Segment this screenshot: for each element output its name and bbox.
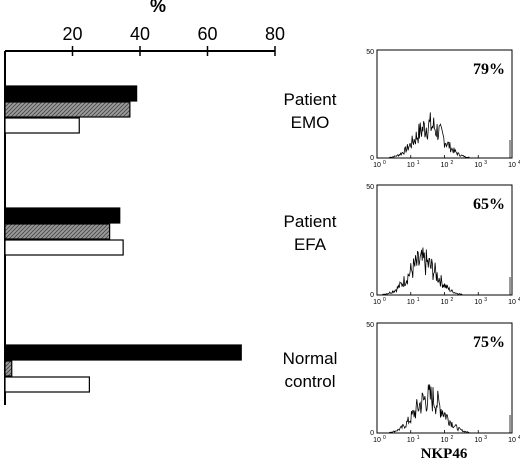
bar [4, 376, 90, 393]
bar [4, 207, 121, 224]
histogram-x-tick-label: 10 [407, 162, 415, 169]
histogram-y-tick-label: 50 [366, 184, 374, 191]
histogram-x-tick-label: 10 [508, 162, 516, 169]
histogram-x-tick-exponent: 2 [451, 297, 454, 303]
histogram-percent-label: 79% [473, 61, 505, 78]
group-label-line2: EFA [294, 235, 327, 254]
x-axis-label: % [150, 0, 166, 16]
bar [4, 344, 242, 361]
histogram-x-tick-exponent: 4 [518, 160, 520, 166]
histogram-percent-label: 75% [473, 334, 505, 351]
histogram-trace [377, 112, 512, 159]
histogram-x-tick-exponent: 1 [417, 435, 420, 441]
histogram-x-tick-exponent: 0 [383, 297, 386, 303]
bar [4, 101, 131, 118]
histogram-x-tick-exponent: 2 [451, 160, 454, 166]
x-tick-marks [71, 46, 276, 56]
histogram-x-tick-exponent: 4 [518, 435, 520, 441]
histogram-x-tick-label: 10 [441, 437, 449, 444]
bar-chart: % 20 40 60 80 Patient EMO Patient EFA Normal con… [4, 0, 338, 405]
group-label-line1: Normal [283, 349, 338, 368]
x-tick-label: 40 [130, 24, 150, 44]
x-tick-labels: 20 40 60 80 [62, 24, 285, 44]
histogram-x-tick-exponent: 3 [484, 160, 487, 166]
bar [4, 117, 80, 134]
x-tick-label: 60 [197, 24, 217, 44]
histogram-x-tick-exponent: 2 [451, 435, 454, 441]
histogram-x-tick-label: 10 [508, 299, 516, 306]
histogram-x-tick-label: 10 [474, 162, 482, 169]
bar [4, 223, 111, 240]
histogram-trace [377, 247, 512, 296]
histogram-x-tick-exponent: 3 [484, 435, 487, 441]
histogram-x-tick-label: 10 [474, 299, 482, 306]
histogram-trace [377, 384, 512, 434]
bars [4, 85, 242, 393]
histogram-x-tick-label: 10 [373, 299, 381, 306]
histogram-x-tick-label: 10 [373, 162, 381, 169]
histogram-x-tick-label: 10 [508, 437, 516, 444]
group-label-line2: EMO [291, 113, 330, 132]
x-tick-label: 20 [62, 24, 82, 44]
histogram-x-tick-label: 10 [407, 299, 415, 306]
group-label-line1: Patient [284, 90, 337, 109]
group-label-line2: control [284, 372, 335, 391]
group-label-line1: Patient [284, 212, 337, 231]
histogram-y-tick-label: 0 [370, 292, 374, 299]
histogram-x-tick-label: 10 [441, 299, 449, 306]
bar [4, 85, 138, 102]
x-tick-label: 80 [265, 24, 285, 44]
histogram-y-tick-label: 50 [366, 322, 374, 329]
histogram-x-tick-exponent: 1 [417, 297, 420, 303]
histogram-y-tick-label: 50 [366, 49, 374, 56]
bar [4, 360, 13, 377]
histogram-x-label: NKP46 [421, 446, 468, 462]
histogram-y-tick-label: 0 [370, 430, 374, 437]
histogram-x-tick-exponent: 0 [383, 435, 386, 441]
histogram-x-tick-label: 10 [441, 162, 449, 169]
bar [4, 239, 124, 256]
histogram-x-tick-exponent: 3 [484, 297, 487, 303]
histogram-x-tick-exponent: 4 [518, 297, 520, 303]
histogram-x-tick-label: 10 [474, 437, 482, 444]
group-labels: Patient EMO Patient EFA Normal control [283, 90, 338, 391]
histogram-x-tick-exponent: 0 [383, 160, 386, 166]
histogram-x-tick-label: 10 [373, 437, 381, 444]
histogram-x-tick-label: 10 [407, 437, 415, 444]
histogram-y-tick-label: 0 [370, 155, 374, 162]
histogram-percent-label: 65% [473, 196, 505, 213]
histogram-x-tick-exponent: 1 [417, 160, 420, 166]
